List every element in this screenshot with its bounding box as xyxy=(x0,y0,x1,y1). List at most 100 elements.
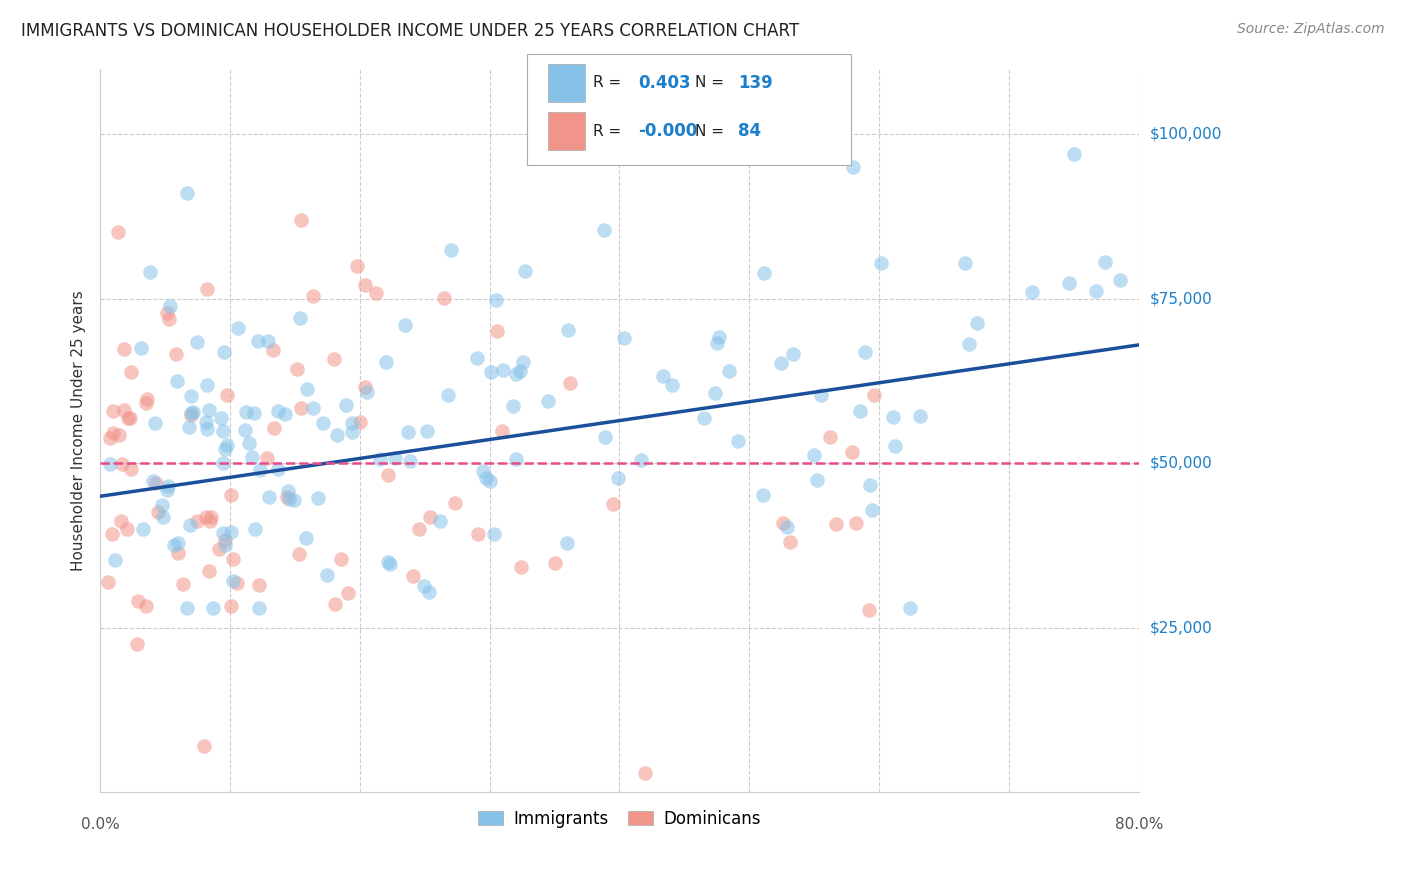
Point xyxy=(247,601,270,615)
Point xyxy=(180,408,202,422)
Point xyxy=(377,556,399,570)
Point xyxy=(1063,147,1085,161)
Y-axis label: Householder Income Under 25 years: Householder Income Under 25 years xyxy=(72,290,86,571)
Point xyxy=(221,488,243,502)
Point xyxy=(416,424,439,438)
Point xyxy=(302,289,325,303)
Point xyxy=(108,428,131,442)
Point xyxy=(107,225,129,239)
Point xyxy=(179,420,201,434)
Text: 0.403: 0.403 xyxy=(638,74,690,92)
Point xyxy=(346,259,368,273)
Point xyxy=(195,415,218,429)
Point xyxy=(419,510,441,524)
Point xyxy=(172,576,194,591)
Point xyxy=(492,363,515,377)
Point xyxy=(103,403,125,417)
Point xyxy=(120,462,142,476)
Point xyxy=(465,351,488,365)
Point xyxy=(156,306,179,320)
Point xyxy=(704,386,727,401)
Point xyxy=(167,546,190,560)
Point xyxy=(200,510,222,524)
Text: $75,000: $75,000 xyxy=(1150,292,1212,306)
Point xyxy=(247,578,270,592)
Point xyxy=(396,425,419,439)
Point xyxy=(290,401,312,415)
Point xyxy=(97,575,120,590)
Point xyxy=(312,416,335,430)
Point xyxy=(101,425,124,440)
Point xyxy=(859,477,882,491)
Point xyxy=(444,496,467,510)
Point xyxy=(142,474,165,488)
Point xyxy=(752,488,775,502)
Point xyxy=(782,347,804,361)
Point xyxy=(276,490,298,504)
Point xyxy=(557,323,579,337)
Point xyxy=(297,382,319,396)
Point xyxy=(127,594,149,608)
Point xyxy=(630,453,652,467)
Point xyxy=(214,442,236,456)
Point xyxy=(166,536,188,550)
Point xyxy=(290,310,312,325)
Point xyxy=(132,522,155,536)
Point xyxy=(115,522,138,536)
Point xyxy=(221,552,243,566)
Point xyxy=(186,335,208,350)
Point xyxy=(209,410,232,425)
Point xyxy=(263,343,285,358)
Point xyxy=(226,321,249,335)
Point xyxy=(145,475,167,490)
Point xyxy=(259,491,281,505)
Point xyxy=(863,388,886,402)
Point xyxy=(467,526,489,541)
Point xyxy=(475,471,498,485)
Point xyxy=(803,448,825,462)
Point xyxy=(870,256,893,270)
Point xyxy=(479,474,502,488)
Point xyxy=(219,599,242,614)
Point xyxy=(769,355,792,369)
Point xyxy=(418,585,440,599)
Point xyxy=(277,483,299,498)
Point xyxy=(433,291,456,305)
Point xyxy=(485,324,508,338)
Point xyxy=(295,531,318,545)
Point xyxy=(661,378,683,392)
Point xyxy=(776,519,799,533)
Point xyxy=(353,379,375,393)
Point xyxy=(197,564,219,578)
Point xyxy=(908,409,931,423)
Point xyxy=(195,378,218,392)
Point xyxy=(233,423,256,437)
Point xyxy=(278,491,301,506)
Point xyxy=(330,551,353,566)
Point xyxy=(135,396,157,410)
Point xyxy=(274,407,297,421)
Point xyxy=(139,265,162,279)
Point xyxy=(593,430,616,444)
Point xyxy=(98,431,121,445)
Point xyxy=(1108,273,1130,287)
Point xyxy=(159,299,181,313)
Point xyxy=(235,404,257,418)
Point xyxy=(825,517,848,532)
Point xyxy=(217,388,239,402)
Point xyxy=(440,244,463,258)
Point xyxy=(613,331,636,345)
Point xyxy=(104,553,127,567)
Point xyxy=(652,369,675,384)
Point xyxy=(349,416,371,430)
Point xyxy=(180,389,202,403)
Point xyxy=(853,344,876,359)
Point xyxy=(193,739,215,754)
Point xyxy=(340,425,363,439)
Point xyxy=(146,505,169,519)
Point xyxy=(256,450,278,465)
Point xyxy=(290,212,312,227)
Point xyxy=(634,765,657,780)
Text: N =: N = xyxy=(695,76,728,90)
Point xyxy=(136,392,159,406)
